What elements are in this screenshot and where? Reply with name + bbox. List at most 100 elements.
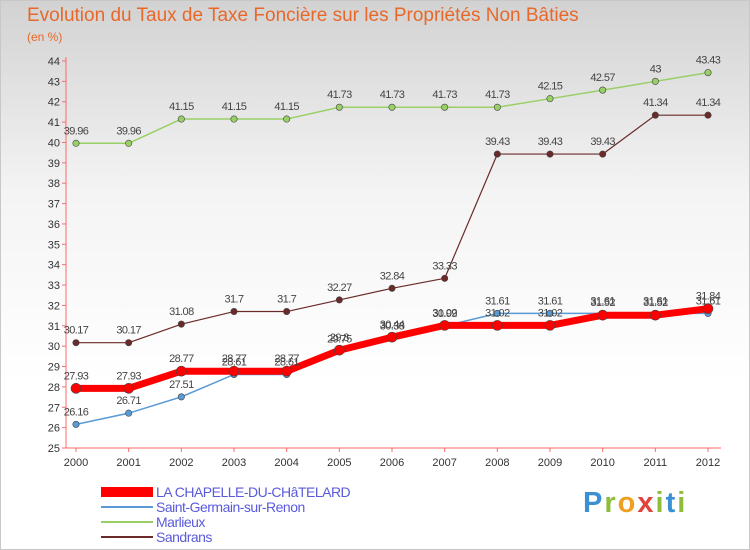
x-tick-label: 2006 (380, 457, 404, 469)
data-label-sandrans: 39.43 (485, 136, 510, 148)
data-label-saint-germain-sur-renon: 26.16 (64, 406, 89, 418)
data-label-sandrans: 41.34 (643, 97, 668, 109)
data-label-sandrans: 32.84 (380, 270, 405, 282)
data-label-la-chapelle-du-ch-telard: 31.84 (696, 291, 721, 303)
data-point-la-chapelle-du-ch-telard (334, 344, 345, 356)
data-label-saint-germain-sur-renon: 31.61 (696, 295, 721, 307)
chart-title: Evolution du Taux de Taxe Foncière sur l… (27, 5, 579, 26)
data-point-la-chapelle-du-ch-telard (123, 383, 134, 394)
data-point-sandrans (177, 320, 185, 328)
x-tick-label: 2003 (222, 457, 246, 469)
x-tick-label: 2009 (538, 457, 562, 469)
axes: 25 26 27 28 29 30 31 32 33 34 35 36 37 38 39 40 41 42 43 44… (48, 56, 721, 469)
y-tick-label: 31 (48, 321, 60, 333)
data-point-la-chapelle-du-ch-telard (176, 365, 187, 377)
x-tick-label: 2010 (590, 457, 614, 469)
y-tick-label: 40 (48, 137, 60, 149)
data-point-saint-germain-sur-renon (177, 393, 185, 401)
data-point-sandrans (388, 284, 396, 292)
proxiti-logo: Proxiti (583, 487, 688, 519)
data-label-la-chapelle-du-ch-telard: 30.44 (380, 319, 405, 331)
data-point-saint-germain-sur-renon (546, 309, 554, 317)
data-label-la-chapelle-du-ch-telard: 31.02 (485, 307, 510, 319)
legend-item: Marlieux (101, 515, 350, 530)
data-point-marlieux (546, 95, 554, 103)
data-label-sandrans: 39.43 (590, 136, 615, 148)
data-label-la-chapelle-du-ch-telard: 27.93 (64, 370, 89, 382)
data-point-marlieux (230, 115, 238, 123)
x-tick-label: 2012 (696, 457, 720, 469)
data-label-marlieux: 41.15 (169, 101, 194, 113)
data-point-marlieux (72, 139, 80, 147)
data-label-la-chapelle-du-ch-telard: 28.77 (222, 353, 247, 365)
data-point-la-chapelle-du-ch-telard (70, 383, 82, 394)
x-tick-label: 2002 (169, 457, 193, 469)
y-tick-label: 30 (48, 341, 60, 353)
data-point-la-chapelle-du-ch-telard (281, 365, 292, 377)
x-tick-label: 2005 (327, 457, 351, 469)
data-point-marlieux (335, 103, 343, 111)
x-tick-label: 2011 (644, 457, 668, 469)
data-point-sandrans (335, 296, 343, 304)
data-point-marlieux (493, 103, 501, 111)
y-tick-label: 36 (48, 219, 60, 231)
legend-label: LA CHAPELLE-DU-CHâTELARD (156, 484, 351, 500)
legend-swatch (101, 506, 153, 508)
chart-unit: (en %) (27, 30, 63, 44)
data-point-marlieux (599, 86, 607, 94)
data-label-marlieux: 41.73 (327, 89, 352, 101)
y-tick-label: 44 (48, 56, 60, 68)
y-tick-label: 42 (48, 97, 60, 109)
data-label-sandrans: 30.17 (116, 325, 141, 337)
data-point-la-chapelle-du-ch-telard (702, 303, 714, 314)
legend: LA CHAPELLE-DU-CHâTELARD Saint-Germain-su… (101, 484, 351, 545)
y-tick-label: 41 (48, 117, 60, 129)
legend-item: LA CHAPELLE-DU-CHâTELARD (101, 484, 351, 500)
data-label-saint-germain-sur-renon: 31.61 (590, 295, 615, 307)
data-point-saint-germain-sur-renon (72, 420, 80, 428)
data-label-marlieux: 39.96 (116, 125, 141, 137)
data-point-la-chapelle-du-ch-telard (650, 309, 661, 321)
legend-item: Sandrans (101, 530, 350, 545)
data-point-sandrans (283, 308, 291, 316)
data-point-sandrans (441, 274, 449, 282)
data-point-saint-germain-sur-renon (493, 309, 501, 317)
data-label-la-chapelle-du-ch-telard: 31.02 (432, 307, 457, 319)
data-label-marlieux: 41.15 (222, 101, 247, 113)
y-tick-label: 27 (48, 402, 60, 414)
legend-swatch (101, 487, 153, 497)
data-label-saint-germain-sur-renon: 27.51 (169, 379, 194, 391)
data-point-marlieux (441, 103, 449, 111)
data-label-la-chapelle-du-ch-telard: 27.93 (116, 370, 141, 382)
x-tick-label: 2000 (64, 457, 88, 469)
y-tick-label: 33 (48, 280, 60, 292)
legend-label: Marlieux (156, 514, 205, 530)
data-point-marlieux (177, 115, 185, 123)
data-point-la-chapelle-du-ch-telard (439, 320, 450, 331)
data-label-saint-germain-sur-renon: 29.75 (327, 333, 352, 345)
data-point-marlieux (125, 139, 133, 147)
data-label-la-chapelle-du-ch-telard: 31.52 (590, 297, 615, 309)
data-label-sandrans: 39.43 (538, 136, 563, 148)
data-label-saint-germain-sur-renon: 31.61 (485, 295, 510, 307)
data-point-marlieux (283, 115, 291, 123)
data-label-marlieux: 41.15 (274, 101, 299, 113)
data-point-marlieux (388, 103, 396, 111)
y-tick-label: 43 (48, 76, 60, 88)
data-label-saint-germain-sur-renon: 28.61 (222, 356, 247, 368)
x-tick-label: 2001 (116, 457, 140, 469)
data-label-saint-germain-sur-renon: 31.61 (538, 295, 563, 307)
data-label-marlieux: 43.43 (696, 55, 721, 67)
x-tick-label: 2008 (485, 457, 509, 469)
data-label-marlieux: 41.73 (380, 89, 405, 101)
data-label-saint-germain-sur-renon: 28.61 (274, 356, 299, 368)
data-label-saint-germain-sur-renon: 30.38 (380, 320, 405, 332)
data-label-marlieux: 39.96 (64, 125, 89, 137)
data-label-marlieux: 41.73 (485, 89, 510, 101)
data-labels: 39.96 39.96 41.15 41.15 41.15 41.73 41.73 41.73… (64, 55, 722, 419)
y-tick-label: 35 (48, 239, 60, 251)
data-label-sandrans: 41.34 (696, 97, 721, 109)
data-point-la-chapelle-du-ch-telard (544, 320, 556, 331)
